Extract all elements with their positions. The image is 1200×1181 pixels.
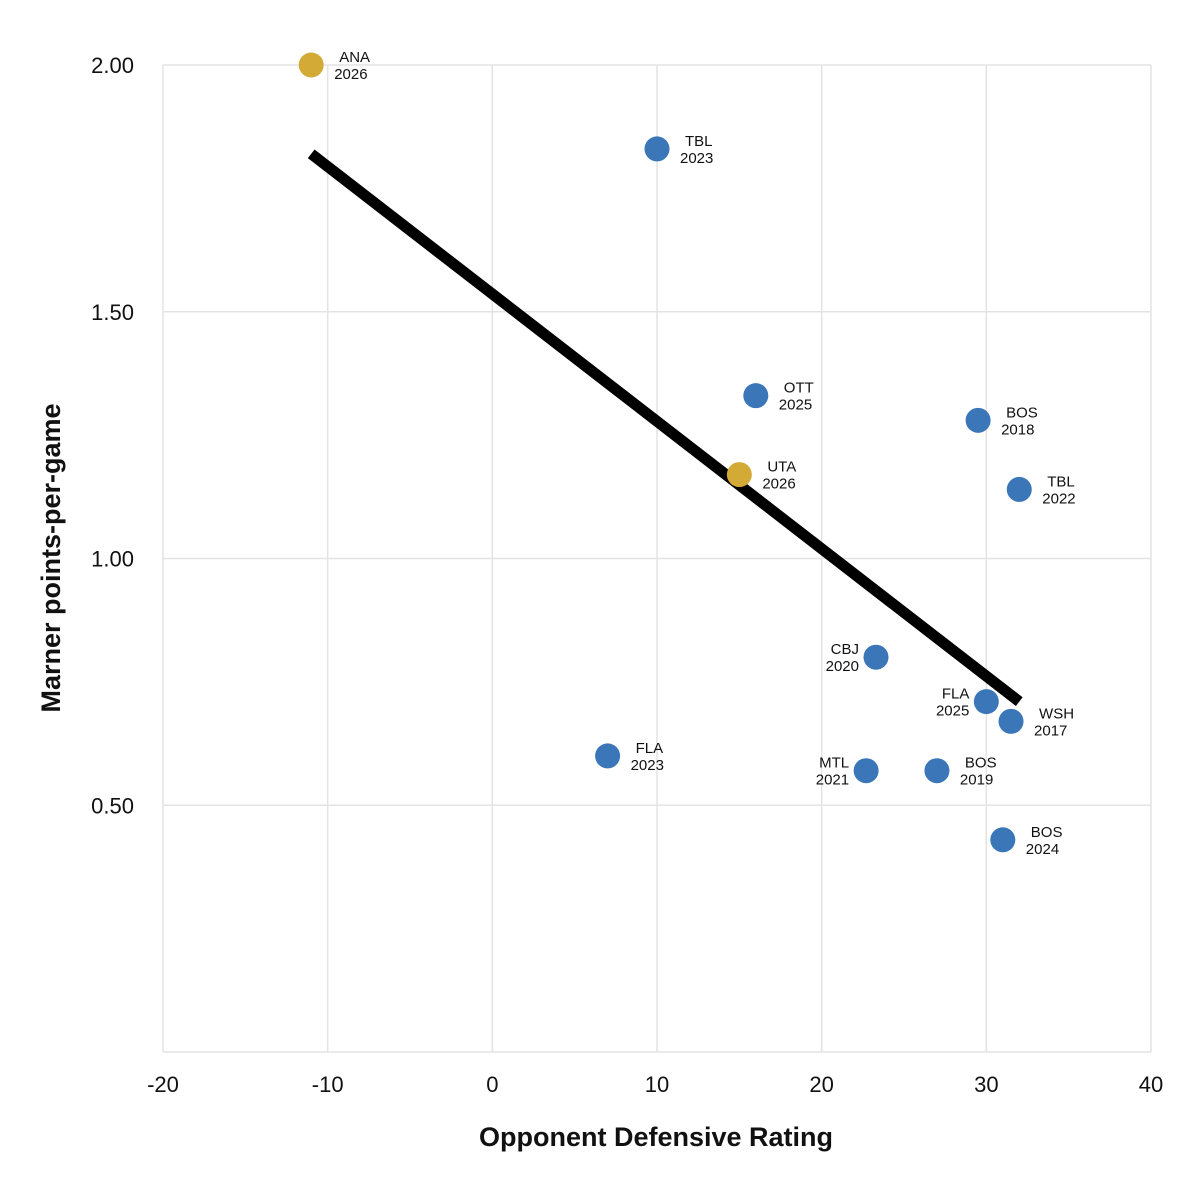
point-marker <box>743 383 769 409</box>
point-year-label: 2024 <box>1026 841 1059 858</box>
point-marker <box>298 52 324 78</box>
point-marker <box>973 689 999 715</box>
point-year-label: 2023 <box>680 150 713 167</box>
point-year-label: 2025 <box>936 703 969 720</box>
point-team-label: FLA <box>636 740 664 757</box>
point-marker <box>990 827 1016 853</box>
point-team-label: OTT <box>784 380 814 397</box>
x-tick-label: -10 <box>312 1072 344 1097</box>
point-team-label: MTL <box>819 755 849 772</box>
y-tick-label: 1.50 <box>91 300 134 325</box>
grid <box>162 64 1152 1053</box>
x-tick-label: 0 <box>486 1072 498 1097</box>
point-team-label: CBJ <box>831 641 859 658</box>
point-team-label: UTA <box>767 459 796 476</box>
point-year-label: 2020 <box>826 658 859 675</box>
point-year-label: 2026 <box>762 476 795 493</box>
point-year-label: 2022 <box>1042 490 1075 507</box>
point-marker <box>965 407 991 433</box>
point-year-label: 2018 <box>1001 421 1034 438</box>
point-year-label: 2021 <box>816 772 849 789</box>
y-tick-label: 0.50 <box>91 793 134 818</box>
point-year-label: 2017 <box>1034 722 1067 739</box>
x-tick-label: 10 <box>645 1072 669 1097</box>
point-team-label: TBL <box>1047 473 1075 490</box>
point-year-label: 2025 <box>779 397 812 414</box>
x-tick-label: 40 <box>1139 1072 1163 1097</box>
point-team-label: BOS <box>1006 404 1038 421</box>
point-marker <box>726 462 752 488</box>
x-tick-label: -20 <box>147 1072 179 1097</box>
point-marker <box>863 644 889 670</box>
trendline <box>307 149 1023 706</box>
x-axis-title: Opponent Defensive Rating <box>479 1122 833 1152</box>
point-year-label: 2026 <box>334 66 367 83</box>
point-marker <box>853 758 879 784</box>
point-team-label: WSH <box>1039 705 1074 722</box>
point-team-label: ANA <box>339 49 370 66</box>
y-tick-label: 2.00 <box>91 53 134 78</box>
x-tick-label: 30 <box>974 1072 998 1097</box>
point-marker <box>595 743 621 769</box>
point-marker <box>1006 476 1032 502</box>
point-year-label: 2019 <box>960 772 993 789</box>
axis-ticks: -20 -10 0 10 20 30 40 0.50 1.00 1.50 2.00 <box>91 53 1163 1097</box>
point-team-label: FLA <box>942 686 970 703</box>
x-tick-label: 20 <box>809 1072 833 1097</box>
point-marker <box>998 708 1024 734</box>
points-group: ANA2026TBL2023OTT2025UTA2026BOS2018TBL20… <box>298 49 1076 858</box>
y-axis-title: Marner points-per-game <box>36 403 66 712</box>
point-team-label: TBL <box>685 133 713 150</box>
trendline-group <box>307 149 1023 706</box>
y-tick-label: 1.00 <box>91 547 134 572</box>
point-team-label: BOS <box>965 755 997 772</box>
point-marker <box>924 758 950 784</box>
point-team-label: BOS <box>1031 824 1063 841</box>
point-year-label: 2023 <box>631 757 664 774</box>
point-marker <box>644 136 670 162</box>
